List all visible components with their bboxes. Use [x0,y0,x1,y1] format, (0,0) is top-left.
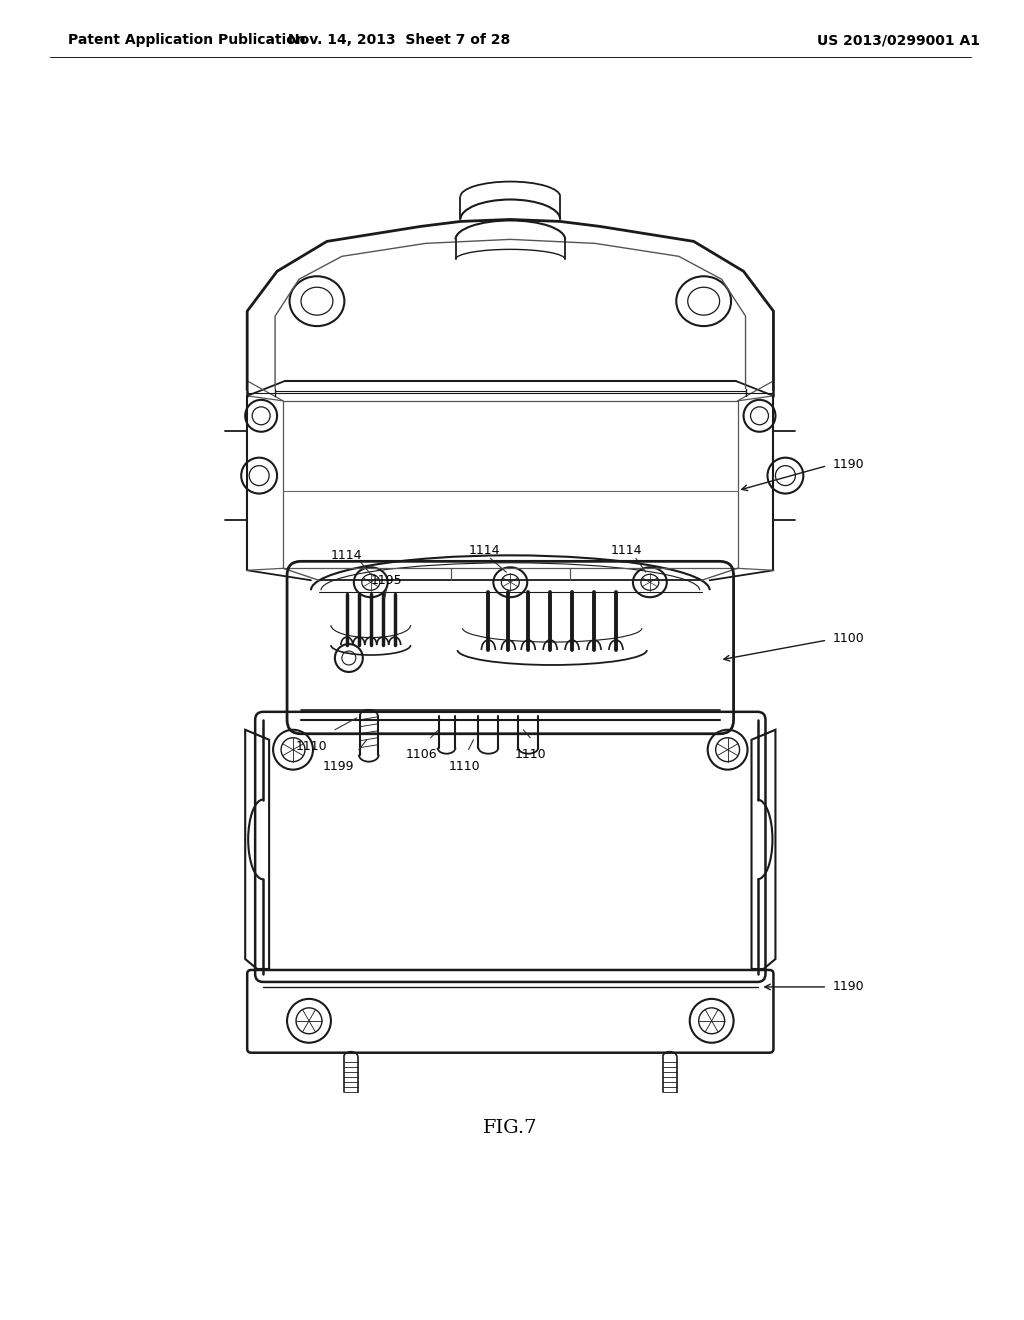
Text: 1114: 1114 [331,549,362,562]
Text: 1190: 1190 [833,458,864,471]
Text: 1106: 1106 [406,747,437,760]
Text: 1110: 1110 [514,747,546,760]
Text: 1100: 1100 [833,631,864,644]
Text: 1199: 1199 [324,760,354,772]
Text: US 2013/0299001 A1: US 2013/0299001 A1 [817,33,980,48]
Text: 1190: 1190 [833,981,864,994]
Text: Nov. 14, 2013  Sheet 7 of 28: Nov. 14, 2013 Sheet 7 of 28 [288,33,510,48]
Text: 1195: 1195 [371,574,402,587]
Text: 1110: 1110 [449,760,480,772]
Text: 1110: 1110 [296,739,328,752]
Text: 1114: 1114 [610,544,642,557]
Text: Patent Application Publication: Patent Application Publication [68,33,305,48]
Text: 1114: 1114 [469,544,500,557]
Text: FIG.7: FIG.7 [483,1119,538,1138]
